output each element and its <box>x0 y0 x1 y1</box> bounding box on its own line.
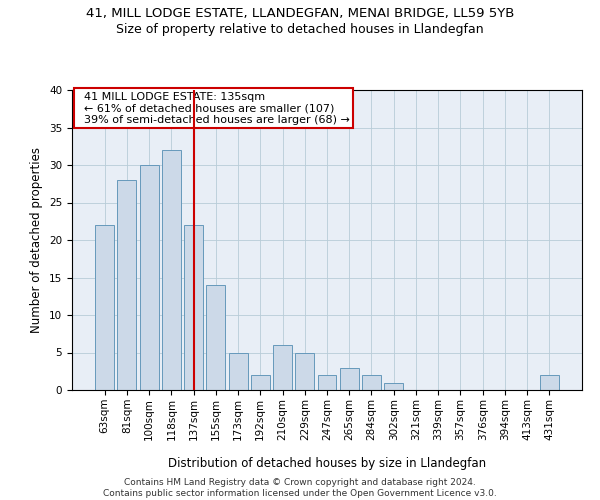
Bar <box>317 375 337 390</box>
Bar <box>229 352 248 390</box>
Bar <box>140 165 158 390</box>
Text: 41 MILL LODGE ESTATE: 135sqm
  ← 61% of detached houses are smaller (107)
  39% : 41 MILL LODGE ESTATE: 135sqm ← 61% of de… <box>77 92 350 124</box>
Bar <box>251 375 270 390</box>
Text: Contains HM Land Registry data © Crown copyright and database right 2024.
Contai: Contains HM Land Registry data © Crown c… <box>103 478 497 498</box>
Bar <box>540 375 559 390</box>
Text: Size of property relative to detached houses in Llandegfan: Size of property relative to detached ho… <box>116 22 484 36</box>
Text: Distribution of detached houses by size in Llandegfan: Distribution of detached houses by size … <box>168 458 486 470</box>
Bar <box>295 352 314 390</box>
Bar <box>340 368 359 390</box>
Bar <box>384 382 403 390</box>
Bar <box>273 345 292 390</box>
Bar <box>184 225 203 390</box>
Bar <box>206 285 225 390</box>
Text: 41, MILL LODGE ESTATE, LLANDEGFAN, MENAI BRIDGE, LL59 5YB: 41, MILL LODGE ESTATE, LLANDEGFAN, MENAI… <box>86 8 514 20</box>
Bar <box>362 375 381 390</box>
Y-axis label: Number of detached properties: Number of detached properties <box>31 147 43 333</box>
Bar <box>162 150 181 390</box>
Bar <box>95 225 114 390</box>
Bar <box>118 180 136 390</box>
